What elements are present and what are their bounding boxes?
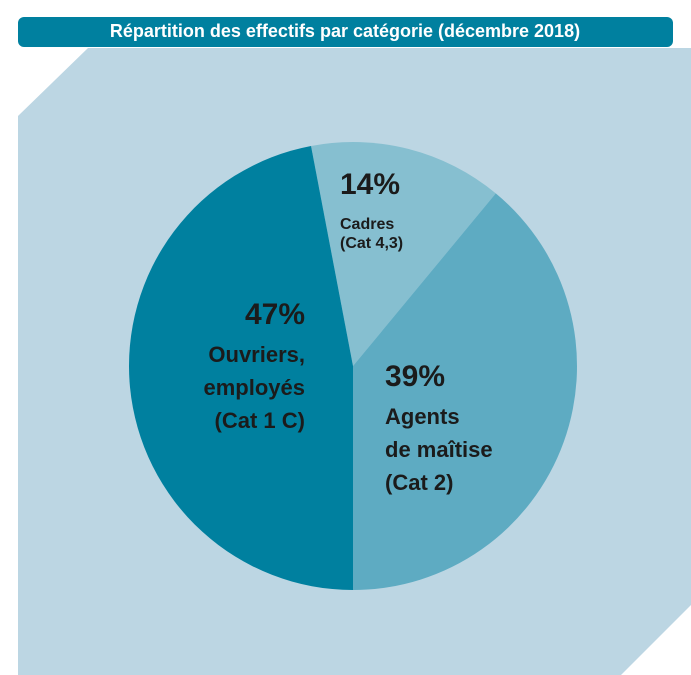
slice-category-label: (Cat 4,3) [340,235,403,252]
title-bar [18,17,673,47]
slice-category-label: Ouvriers, [208,342,305,367]
pie-slice [353,193,578,590]
slice-category-label: employés [204,375,306,400]
slice-value-label: 14% [340,168,400,201]
slice-category-label: (Cat 1 C) [215,408,305,433]
slice-category-label: de maîtise [385,437,493,462]
slice-category-label: (Cat 2) [385,470,453,495]
slice-category-label: Cadres [340,216,394,233]
chart-title: Répartition des effectifs par catégorie … [110,21,580,41]
pie-slice [128,145,353,590]
slice-value-label: 47% [245,298,305,331]
slice-value-label: 39% [385,360,445,393]
slice-category-label: Agents [385,404,460,429]
pie-slice [311,141,496,366]
